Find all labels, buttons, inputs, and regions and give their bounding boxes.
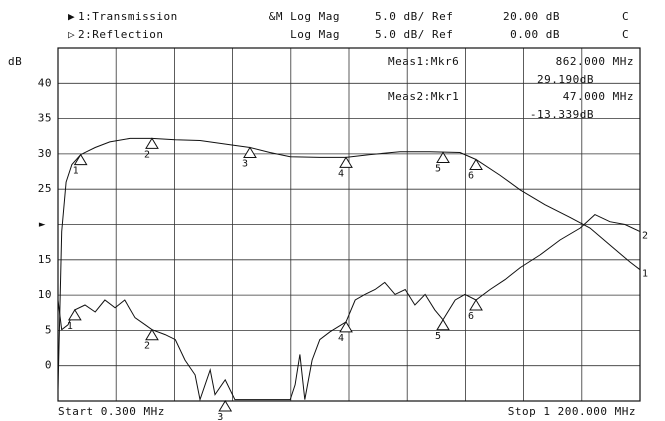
ref-level: 0.00 dB <box>510 28 560 41</box>
readout-meas: Meas2:Mkr1 <box>388 90 459 103</box>
trace-name: 2:Reflection <box>78 28 163 41</box>
stop-label: Stop 1 200.000 MHz <box>508 405 636 418</box>
marker-label: 6 <box>468 171 475 182</box>
marker-label: 3 <box>242 159 249 170</box>
marker-label: 4 <box>338 333 345 344</box>
marker <box>218 400 233 412</box>
start-label: Start 0.300 MHz <box>58 405 165 418</box>
marker <box>436 318 450 331</box>
trace-end-label: 1 <box>642 269 649 280</box>
y-tick-label: 5 <box>45 323 52 336</box>
trace-name: 1:Transmission <box>78 10 178 23</box>
marker <box>243 146 257 159</box>
flag: C <box>622 10 629 23</box>
marker <box>469 299 483 311</box>
marker-label: 5 <box>435 163 442 174</box>
marker-label: 6 <box>468 311 475 322</box>
scale: 5.0 dB/ Ref <box>375 10 453 23</box>
marker-label: 5 <box>435 331 442 342</box>
y-tick-label: ► <box>39 218 46 231</box>
marker <box>339 156 353 168</box>
marker-label: 2 <box>144 341 151 352</box>
y-tick-label: 25 <box>38 182 52 195</box>
marker-label: 4 <box>338 168 345 179</box>
ref-level: 20.00 dB <box>503 10 560 23</box>
trace <box>57 137 641 390</box>
trace-glyph: ▶ <box>68 10 75 23</box>
marker <box>73 153 88 166</box>
format: Log Mag <box>290 28 340 41</box>
y-tick-label: 15 <box>38 253 52 266</box>
marker <box>339 320 353 333</box>
marker-label: 1 <box>67 321 74 332</box>
marker <box>436 151 450 163</box>
marker <box>145 328 159 341</box>
marker <box>67 308 82 321</box>
readout-value: 29.190dB <box>537 73 594 86</box>
y-tick-label: 10 <box>38 288 52 301</box>
scale: 5.0 dB/ Ref <box>375 28 453 41</box>
trace-glyph: ▷ <box>68 28 75 41</box>
y-tick-label: 35 <box>38 112 52 125</box>
readout-freq: 47.000 MHz <box>563 90 634 103</box>
readout-meas: Meas1:Mkr6 <box>388 55 459 68</box>
trace <box>57 214 641 402</box>
trace-end-label: 2 <box>642 231 649 242</box>
y-tick-label: 40 <box>38 76 52 89</box>
marker <box>145 137 159 149</box>
y-tick-label: 30 <box>38 147 52 160</box>
readout-value: -13.339dB <box>530 108 594 121</box>
marker <box>469 158 483 171</box>
plot-frame <box>57 47 641 402</box>
format: &M Log Mag <box>269 10 340 23</box>
y-tick-label: 0 <box>45 359 52 372</box>
marker-label: 1 <box>73 166 80 177</box>
flag: C <box>622 28 629 41</box>
readout-freq: 862.000 MHz <box>556 55 634 68</box>
marker-label: 2 <box>144 149 151 160</box>
marker-label: 3 <box>217 412 224 421</box>
y-axis-label: dB <box>8 55 22 68</box>
